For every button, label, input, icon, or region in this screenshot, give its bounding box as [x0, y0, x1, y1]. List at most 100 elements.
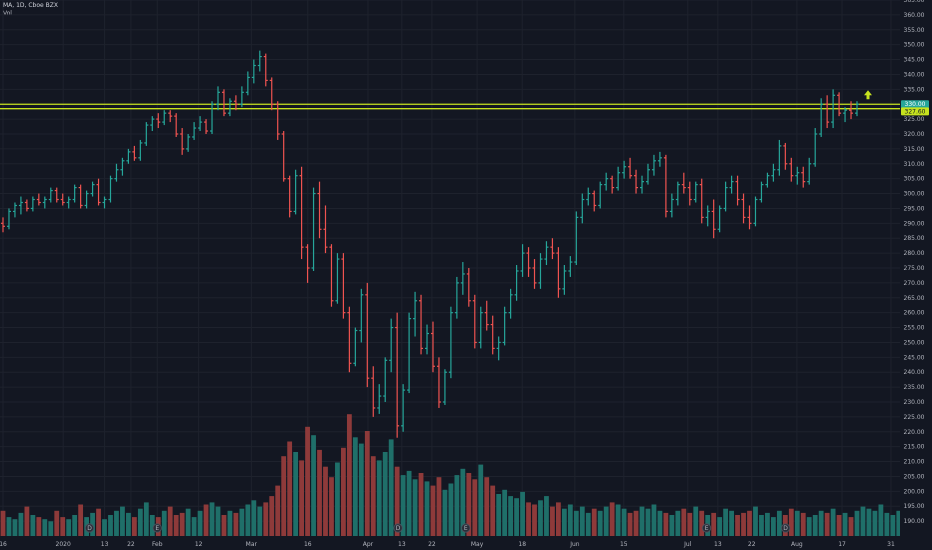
- ohlc-bar: [401, 384, 406, 432]
- horizontal-levels[interactable]: [0, 103, 900, 110]
- time-tick-label: 22: [748, 541, 756, 548]
- volume-bar: [830, 508, 836, 536]
- time-tick-label: 22: [127, 541, 135, 548]
- event-circle: [393, 523, 403, 533]
- ohlc-bar: [663, 154, 668, 218]
- ohlc-bar: [604, 172, 609, 191]
- ohlc-bar: [144, 122, 149, 146]
- ohlc-bar: [413, 291, 418, 337]
- ohlc-bar: [269, 77, 274, 111]
- ohlc-bar: [454, 276, 459, 319]
- volume-bar: [591, 508, 597, 536]
- ohlc-bar: [275, 101, 280, 140]
- volume-bar: [96, 508, 101, 536]
- price-axis[interactable]: 190.00 195.00 200.00 205.00 210.00 215.00 220.…: [900, 0, 932, 550]
- ohlc-bar: [568, 256, 573, 277]
- chart-header: MA, 1D, Cboe BZX Vol: [3, 2, 58, 18]
- price-tag-label: 330.00: [905, 101, 926, 108]
- volume-bar: [872, 510, 878, 536]
- volume-bar: [42, 519, 48, 536]
- price-tick-label: 190.00: [904, 518, 925, 525]
- time-tick-label: Aug: [791, 541, 803, 548]
- event-marker[interactable]: E: [461, 523, 471, 533]
- volume-bar: [765, 512, 770, 536]
- ohlc-bar: [383, 357, 388, 402]
- volume-bars: [0, 414, 908, 536]
- volume-bar: [12, 519, 18, 536]
- volume-bar: [149, 515, 155, 536]
- price-tick-label: 250.00: [904, 339, 925, 346]
- volume-bar: [358, 443, 364, 536]
- ohlc-bar: [771, 163, 776, 182]
- event-marker[interactable]: D: [393, 523, 403, 533]
- ohlc-bars: [1, 50, 859, 438]
- price-tag: 330.00: [901, 100, 929, 109]
- volume-bar: [108, 515, 113, 536]
- ohlc-bar: [735, 175, 740, 206]
- ohlc-bar: [448, 306, 453, 379]
- ohlc-bar: [329, 244, 334, 307]
- volume-bar: [711, 512, 717, 536]
- ohlc-bar: [741, 193, 746, 224]
- ohlc-bar: [48, 187, 53, 203]
- ohlc-bar: [460, 262, 465, 295]
- volume-bar: [460, 468, 466, 536]
- volume-bar: [514, 498, 519, 536]
- price-tick-label: 320.00: [904, 131, 925, 138]
- ohlc-bar: [359, 288, 364, 343]
- ohlc-bar: [210, 101, 215, 134]
- volume-bar: [0, 510, 6, 536]
- ohlc-bar: [705, 205, 710, 227]
- ohlc-bar: [323, 205, 328, 254]
- volume-bar: [191, 517, 197, 536]
- ohlc-bar: [849, 101, 854, 120]
- price-tick-label: 225.00: [904, 414, 925, 421]
- ohlc-bar: [1, 217, 5, 233]
- price-tick-label: 345.00: [904, 57, 925, 64]
- volume-bar: [120, 506, 125, 536]
- ohlc-bar: [669, 193, 674, 218]
- ohlc-bar: [162, 110, 167, 126]
- ohlc-bar: [490, 315, 495, 355]
- volume-bar: [203, 504, 209, 536]
- volume-bar: [842, 512, 848, 536]
- event-marker[interactable]: E: [152, 523, 162, 533]
- volume-bar: [878, 504, 884, 536]
- ohlc-bar: [138, 139, 143, 161]
- volume-bar: [329, 477, 334, 536]
- price-tick-label: 355.00: [904, 27, 925, 34]
- ohlc-bar: [347, 306, 352, 373]
- ohlc-bar: [389, 318, 394, 373]
- volume-bar: [890, 515, 896, 536]
- event-marker[interactable]: D: [780, 523, 791, 533]
- volume-bar: [502, 489, 508, 536]
- ohlc-bar: [514, 265, 519, 301]
- time-tick-label: 13: [714, 541, 722, 548]
- price-tick-label: 195.00: [904, 503, 925, 510]
- time-axis[interactable]: 16 2020 13 22 Feb 12 Mar 16 Apr 13 22 May 18 Jun 15 Jul…: [0, 541, 895, 548]
- ohlc-bar: [251, 59, 256, 84]
- ohlc-bar: [335, 253, 340, 304]
- volume-bar: [90, 512, 95, 536]
- ohlc-bar: [257, 50, 262, 72]
- event-marker[interactable]: E: [701, 523, 712, 533]
- ohlc-bar: [204, 119, 209, 134]
- price-tick-label: 265.00: [904, 295, 925, 302]
- ohlc-bar: [837, 92, 842, 117]
- price-tick-label: 270.00: [904, 280, 925, 287]
- volume-bar: [747, 510, 752, 536]
- volume-bar: [448, 483, 454, 536]
- volume-bar: [466, 473, 472, 536]
- volume-bar: [496, 494, 502, 536]
- event-label: E: [155, 525, 159, 532]
- volume-bar: [800, 512, 806, 536]
- volume-bar: [788, 508, 794, 536]
- ohlc-bar: [78, 184, 83, 209]
- ohlc-bar: [687, 181, 692, 206]
- volume-bar: [484, 477, 490, 536]
- event-marker[interactable]: D: [84, 523, 95, 533]
- volume-bar: [161, 510, 167, 536]
- price-tick-label: 240.00: [904, 369, 925, 376]
